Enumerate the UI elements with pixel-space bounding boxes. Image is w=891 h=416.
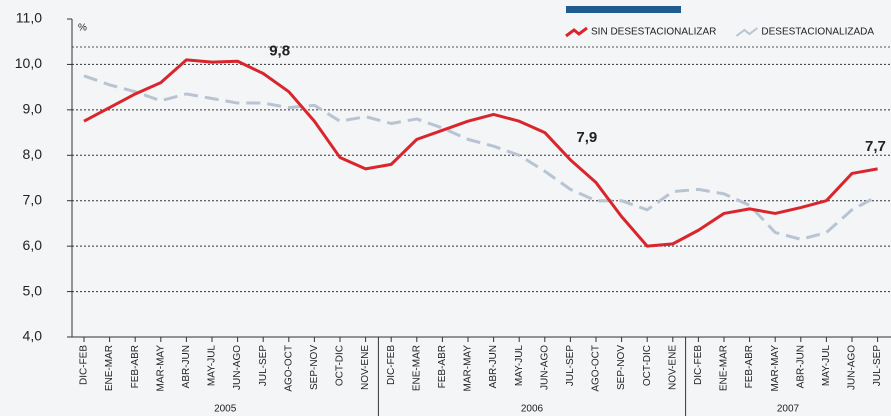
- year-label: 2007: [777, 404, 800, 415]
- series-line: [84, 60, 878, 246]
- x-tick-label: MAR-MAY: [155, 345, 166, 392]
- y-tick-label: 4,0: [23, 328, 43, 344]
- x-tick-label: MAY-JUL: [514, 345, 525, 387]
- y-tick-label: 8,0: [23, 146, 43, 162]
- x-tick-label: ENE-MAR: [104, 345, 115, 391]
- x-tick-label: OCT-DIC: [335, 345, 346, 386]
- x-tick-label: JUN-AGO: [539, 345, 550, 390]
- x-tick-label: ABR-JUN: [795, 345, 806, 388]
- x-tick-label: MAR-MAY: [463, 345, 474, 392]
- x-tick-label: FEB-ABR: [744, 345, 755, 388]
- data-label: 9,8: [269, 42, 290, 59]
- y-tick-label: 11,0: [16, 10, 42, 26]
- x-tick-label: ABR-JUN: [181, 345, 192, 388]
- legend-bar: [566, 6, 681, 13]
- y-tick-label: 7,0: [23, 191, 43, 207]
- x-tick-label: MAY-JUL: [207, 345, 218, 387]
- data-label: 7,7: [865, 138, 886, 155]
- legend-swatch: [736, 28, 757, 36]
- x-tick-label: DIC-FEB: [79, 345, 90, 385]
- x-tick-label: MAR-MAY: [770, 345, 781, 392]
- legend-swatch: [566, 28, 587, 36]
- year-label: 2005: [214, 404, 237, 415]
- y-tick-label: 6,0: [23, 237, 43, 253]
- x-tick-label: JUL-SEP: [565, 345, 576, 386]
- legend-label: SIN DESESTACIONALIZAR: [591, 27, 716, 38]
- x-tick-label: MAY-JUL: [821, 345, 832, 387]
- y-tick-label: 5,0: [23, 282, 43, 298]
- x-tick-label: NOV-ENE: [360, 345, 371, 390]
- x-tick-label: DIC-FEB: [693, 345, 704, 385]
- x-tick-label: FEB-ABR: [130, 345, 141, 388]
- x-tick-label: AGO-OCT: [283, 345, 294, 392]
- series-line: [84, 76, 878, 240]
- data-label: 7,9: [576, 129, 597, 146]
- x-tick-label: JUL-SEP: [258, 345, 269, 386]
- y-tick-label: 9,0: [23, 101, 43, 117]
- x-tick-label: DIC-FEB: [386, 345, 397, 385]
- x-tick-label: ENE-MAR: [411, 345, 422, 391]
- x-tick-label: JUL-SEP: [872, 345, 883, 386]
- x-tick-label: JUN-AGO: [232, 345, 243, 390]
- x-tick-label: OCT-DIC: [642, 345, 653, 386]
- y-tick-label: 10,0: [15, 55, 42, 71]
- x-tick-label: ENE-MAR: [719, 345, 730, 391]
- x-tick-label: SEP-NOV: [616, 345, 627, 390]
- legend-label: DESESTACIONALIZADA: [761, 27, 874, 38]
- year-label: 2006: [521, 404, 544, 415]
- x-tick-label: ABR-JUN: [488, 345, 499, 388]
- x-tick-label: NOV-ENE: [667, 345, 678, 390]
- x-tick-label: JUN-AGO: [847, 345, 858, 390]
- unit-label: %: [78, 23, 87, 34]
- chart: % 4,0 5,0 6,0 7,0 8,0 9,0 10,0 11,0 DIC-FEB ENE-M…: [0, 0, 891, 416]
- x-tick-label: FEB-ABR: [437, 345, 448, 388]
- x-tick-label: SEP-NOV: [309, 345, 320, 390]
- x-tick-label: AGO-OCT: [591, 345, 602, 392]
